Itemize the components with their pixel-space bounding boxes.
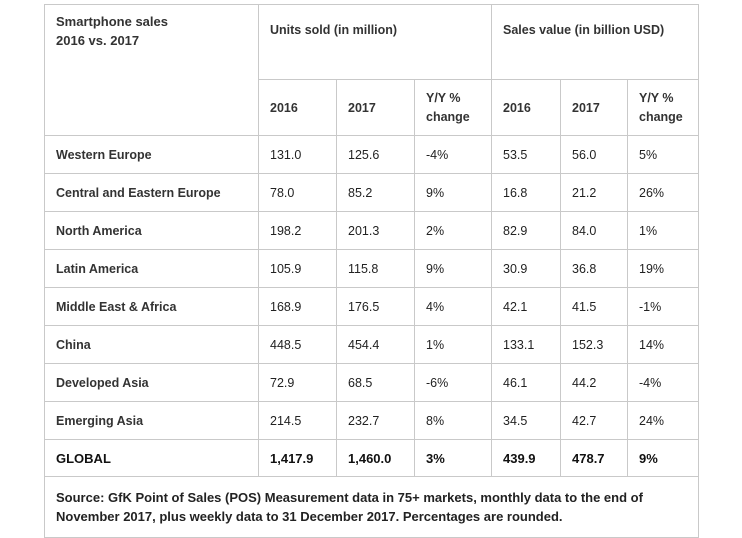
value-2016-cell: 30.9 — [491, 249, 561, 288]
table-title-line1: Smartphone sales — [56, 14, 168, 29]
value-2017-cell: 44.2 — [560, 363, 628, 402]
table-title-line2: 2016 vs. 2017 — [56, 33, 140, 48]
units-yy-header-line2: change — [426, 109, 470, 124]
global-units-2017-cell: 1,460.0 — [336, 439, 415, 477]
global-total-row: GLOBAL 1,417.9 1,460.0 3% 439.9 478.7 9% — [44, 439, 699, 477]
value-yy-cell: 1% — [627, 211, 699, 250]
value-2017-cell: 152.3 — [560, 325, 628, 364]
units-yy-cell: 4% — [414, 287, 492, 326]
value-2016-cell: 46.1 — [491, 363, 561, 402]
table-row: North America 198.2 201.3 2% 82.9 84.0 1… — [44, 211, 699, 250]
units-yy-cell: 9% — [414, 173, 492, 212]
value-2016-cell: 53.5 — [491, 135, 561, 174]
units-2017-cell: 115.8 — [336, 249, 415, 288]
units-2017-cell: 85.2 — [336, 173, 415, 212]
units-yy-cell: 8% — [414, 401, 492, 440]
units-yy-cell: 2% — [414, 211, 492, 250]
region-cell: Developed Asia — [44, 363, 259, 402]
global-units-yy-cell: 3% — [414, 439, 492, 477]
value-2016-cell: 42.1 — [491, 287, 561, 326]
smartphone-sales-table-container: Smartphone sales 2016 vs. 2017 Units sol… — [44, 4, 699, 538]
value-yy-header: Y/Y % change — [627, 79, 699, 136]
value-yy-cell: 14% — [627, 325, 699, 364]
units-2016-cell: 214.5 — [258, 401, 337, 440]
units-yy-header-line1: Y/Y % — [426, 90, 461, 105]
smartphone-sales-table: Smartphone sales 2016 vs. 2017 Units sol… — [44, 4, 699, 538]
units-2016-cell: 198.2 — [258, 211, 337, 250]
value-2016-cell: 16.8 — [491, 173, 561, 212]
table-row: Central and Eastern Europe 78.0 85.2 9% … — [44, 173, 699, 212]
units-2016-cell: 168.9 — [258, 287, 337, 326]
table-row: China 448.5 454.4 1% 133.1 152.3 14% — [44, 325, 699, 364]
value-2016-cell: 34.5 — [491, 401, 561, 440]
region-cell: Latin America — [44, 249, 259, 288]
units-2016-cell: 105.9 — [258, 249, 337, 288]
value-2016-cell: 133.1 — [491, 325, 561, 364]
units-2017-cell: 68.5 — [336, 363, 415, 402]
table-row: Western Europe 131.0 125.6 -4% 53.5 56.0… — [44, 135, 699, 174]
units-2017-cell: 201.3 — [336, 211, 415, 250]
table-row: Emerging Asia 214.5 232.7 8% 34.5 42.7 2… — [44, 401, 699, 440]
units-2016-cell: 72.9 — [258, 363, 337, 402]
value-2017-cell: 56.0 — [560, 135, 628, 174]
global-units-2016-cell: 1,417.9 — [258, 439, 337, 477]
value-2016-cell: 82.9 — [491, 211, 561, 250]
value-2017-cell: 36.8 — [560, 249, 628, 288]
sales-value-group-header: Sales value (in billion USD) — [491, 4, 699, 80]
region-cell: Western Europe — [44, 135, 259, 174]
region-cell: China — [44, 325, 259, 364]
value-yy-cell: -1% — [627, 287, 699, 326]
table-title-cell: Smartphone sales 2016 vs. 2017 — [44, 4, 259, 136]
units-yy-cell: 1% — [414, 325, 492, 364]
region-cell: North America — [44, 211, 259, 250]
value-yy-header-line1: Y/Y % — [639, 90, 674, 105]
header-row-columns: 2016 2017 Y/Y % change 2016 2017 Y/Y % c… — [45, 79, 699, 136]
source-note: Source: GfK Point of Sales (POS) Measure… — [44, 476, 699, 538]
units-sold-group-header: Units sold (in million) — [258, 4, 492, 80]
units-2017-cell: 176.5 — [336, 287, 415, 326]
value-2017-cell: 84.0 — [560, 211, 628, 250]
value-yy-cell: 24% — [627, 401, 699, 440]
value-2017-cell: 42.7 — [560, 401, 628, 440]
units-yy-cell: 9% — [414, 249, 492, 288]
table-row: Latin America 105.9 115.8 9% 30.9 36.8 1… — [44, 249, 699, 288]
value-2017-cell: 41.5 — [560, 287, 628, 326]
value-yy-cell: 26% — [627, 173, 699, 212]
units-2016-cell: 448.5 — [258, 325, 337, 364]
units-yy-cell: -4% — [414, 135, 492, 174]
global-region-cell: GLOBAL — [44, 439, 259, 477]
units-yy-header: Y/Y % change — [414, 79, 492, 136]
units-2016-cell: 78.0 — [258, 173, 337, 212]
region-cell: Central and Eastern Europe — [44, 173, 259, 212]
global-value-2017-cell: 478.7 — [560, 439, 628, 477]
value-2017-cell: 21.2 — [560, 173, 628, 212]
table-row: Developed Asia 72.9 68.5 -6% 46.1 44.2 -… — [44, 363, 699, 402]
table-row: Middle East & Africa 168.9 176.5 4% 42.1… — [44, 287, 699, 326]
value-yy-cell: 5% — [627, 135, 699, 174]
region-cell: Middle East & Africa — [44, 287, 259, 326]
value-yy-cell: 19% — [627, 249, 699, 288]
global-value-2016-cell: 439.9 — [491, 439, 561, 477]
value-yy-cell: -4% — [627, 363, 699, 402]
global-value-yy-cell: 9% — [627, 439, 699, 477]
units-2016-header: 2016 — [258, 79, 337, 136]
value-2016-header: 2016 — [491, 79, 561, 136]
units-2017-cell: 454.4 — [336, 325, 415, 364]
region-cell: Emerging Asia — [44, 401, 259, 440]
units-2016-cell: 131.0 — [258, 135, 337, 174]
units-2017-header: 2017 — [336, 79, 415, 136]
source-row: Source: GfK Point of Sales (POS) Measure… — [44, 476, 699, 538]
value-2017-header: 2017 — [560, 79, 628, 136]
header-row-groups: Smartphone sales 2016 vs. 2017 Units sol… — [44, 4, 699, 136]
units-2017-cell: 232.7 — [336, 401, 415, 440]
value-yy-header-line2: change — [639, 109, 683, 124]
units-yy-cell: -6% — [414, 363, 492, 402]
units-2017-cell: 125.6 — [336, 135, 415, 174]
